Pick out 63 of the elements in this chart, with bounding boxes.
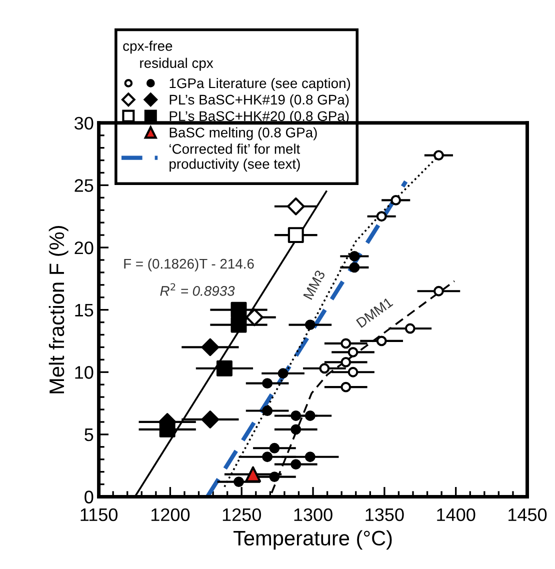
point [230, 302, 247, 318]
point [340, 356, 352, 368]
point [348, 366, 358, 378]
point [404, 323, 416, 334]
point [376, 336, 387, 346]
point [201, 338, 220, 356]
x-tick-label: 1450 [508, 508, 547, 522]
x-tick-label: 1400 [437, 508, 476, 522]
annotation: R$^{2}$ = 0.8933 [160, 283, 235, 296]
point [290, 459, 302, 470]
point [246, 308, 264, 326]
y-tick-label: 0 [84, 490, 94, 504]
point [245, 466, 262, 482]
legend-label: PL’s BaSC+HK#19 (0.8 GPa) [170, 94, 349, 108]
point [159, 421, 176, 438]
point [433, 150, 444, 161]
y-tick-label: 10 [75, 366, 94, 379]
legend-label: BaSC melting (0.8 GPa) [170, 127, 317, 140]
point [286, 197, 305, 216]
x-tick-label: 1150 [80, 508, 118, 522]
legend-label: 1GPa Literature (see caption) [170, 78, 350, 91]
annotation: MM3 [303, 270, 326, 300]
point [304, 410, 316, 421]
annotation: F = (0.1826)T - 214.6 [124, 258, 254, 272]
point [201, 410, 220, 428]
y-tick-label: 25 [74, 179, 94, 192]
point [230, 316, 247, 333]
point [290, 410, 302, 421]
y-tick-label: 30 [74, 116, 94, 130]
point [304, 452, 316, 462]
point [304, 320, 316, 330]
y-axis-title: Melt fraction F (%) [48, 226, 68, 394]
point [348, 346, 358, 358]
point [269, 442, 280, 454]
x-tick-label: 1350 [366, 508, 404, 522]
point [234, 476, 244, 487]
point [319, 363, 330, 374]
point [349, 262, 360, 273]
point [216, 360, 232, 376]
point [262, 452, 273, 462]
x-tick-label: 1300 [294, 508, 332, 522]
point [340, 382, 352, 392]
point [290, 424, 302, 435]
x-tick-label: 1200 [151, 508, 190, 522]
legend-label: ‘Corrected fit’ for melt productivity (see text) [170, 144, 300, 172]
point [262, 406, 273, 416]
point [433, 286, 444, 296]
text: residual cpx [140, 58, 214, 71]
legend-label: PL’s BaSC+HK#20 (0.8 GPa) [170, 110, 349, 124]
point [390, 194, 402, 206]
point [349, 251, 360, 262]
point [269, 472, 280, 482]
x-tick-label: 1250 [222, 508, 261, 522]
y-tick-label: 15 [75, 304, 94, 317]
point [376, 211, 387, 222]
y-tick-label: 5 [84, 428, 94, 442]
x-axis-title: Temperature (°C) [234, 530, 392, 550]
y-tick-label: 20 [74, 241, 94, 254]
point [288, 227, 304, 244]
point [340, 338, 352, 349]
point [278, 368, 288, 379]
point [262, 378, 273, 389]
text: cpx-free [123, 40, 172, 54]
